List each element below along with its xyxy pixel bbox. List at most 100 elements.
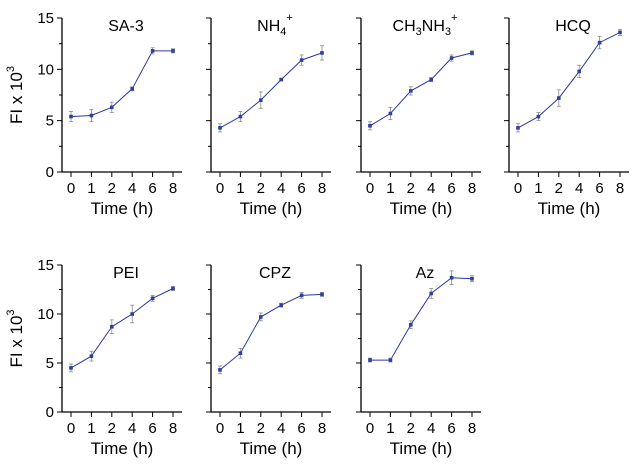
x-axis-label: Time (h) [240, 439, 303, 458]
data-point [238, 114, 243, 119]
x-tick-label: 2 [257, 420, 265, 437]
data-point [218, 126, 222, 130]
panel-title-part: Az [416, 265, 435, 282]
panel-title-part: 3 [416, 26, 422, 38]
data-point [320, 51, 324, 55]
x-tick-label: 6 [447, 180, 455, 197]
data-point [110, 105, 114, 110]
x-tick-label: 2 [257, 180, 265, 197]
x-tick-label: 1 [87, 420, 95, 437]
data-point [130, 312, 134, 316]
y-tick-label: 0 [46, 404, 54, 421]
x-tick-label: 4 [277, 420, 285, 437]
series-line [70, 288, 174, 369]
x-tick-label: 8 [318, 420, 326, 437]
data-point [429, 77, 433, 82]
series-line [219, 52, 323, 129]
data-point [536, 114, 541, 119]
data-point [69, 366, 73, 370]
data-point [130, 87, 134, 91]
data-point [110, 324, 114, 329]
data-point [320, 292, 324, 297]
panel-az: 0 1 2 4 6 8 Time (h) Az [356, 264, 481, 458]
data-point [470, 276, 474, 281]
x-tick-label: 6 [297, 420, 305, 437]
panel-title: NH4+ [257, 12, 293, 38]
x-tick-label: 0 [67, 180, 75, 197]
panel-title-part: PEI [113, 265, 139, 282]
data-point [557, 96, 561, 100]
x-tick-label: 4 [277, 180, 285, 197]
x-tick-label: 1 [87, 180, 95, 197]
panel-title-part: NH [257, 18, 280, 35]
y-tick-label: 5 [46, 355, 54, 372]
x-tick-label: 0 [67, 420, 75, 437]
data-point [388, 111, 393, 116]
x-tick-label: 8 [616, 180, 624, 197]
data-point [368, 358, 372, 362]
x-tick-label: 1 [236, 420, 244, 437]
data-point [89, 113, 94, 118]
data-point [279, 77, 283, 82]
series-line [517, 31, 621, 129]
x-tick-label: 4 [575, 180, 583, 197]
panel-title-part: SA-3 [108, 18, 144, 35]
y-tick-label: 10 [37, 61, 54, 78]
panel-title: CPZ [259, 265, 291, 282]
data-point [429, 291, 433, 296]
data-point [279, 303, 283, 307]
series-line [370, 277, 473, 361]
data-point [577, 69, 581, 74]
panel-title: Az [416, 265, 435, 282]
data-point [409, 89, 413, 93]
y-tick-label: 5 [46, 113, 54, 130]
x-axis-label: Time (h) [240, 199, 303, 218]
data-point [299, 293, 304, 298]
x-axis-label: Time (h) [390, 439, 453, 458]
y-tick-label: 10 [37, 306, 54, 323]
panel-cpz: 0 1 2 4 6 8 Time (h) CPZ [206, 264, 331, 458]
y-tick-label: 0 [46, 164, 54, 181]
y-axis-label: FI x 103 [5, 309, 26, 367]
y-axis-label: FI x 103 [5, 66, 26, 124]
panel-title-part: CPZ [259, 265, 291, 282]
x-axis-label: Time (h) [91, 199, 154, 218]
panel-title: PEI [113, 265, 139, 282]
x-tick-label: 4 [128, 420, 136, 437]
data-point [409, 322, 413, 327]
series-line [219, 293, 323, 371]
data-point [449, 275, 454, 280]
x-axis-label: Time (h) [91, 439, 154, 458]
data-point [259, 315, 263, 319]
data-point [597, 40, 602, 45]
panel-hcq: 0 1 2 4 6 8 Time (h) HCQ [504, 17, 629, 218]
x-tick-label: 6 [148, 420, 156, 437]
panel-title-part: CH [393, 18, 416, 35]
data-point [171, 49, 175, 53]
data-point [618, 30, 622, 35]
panel-title-part: HCQ [555, 18, 591, 35]
data-point [368, 124, 372, 128]
data-point [69, 114, 73, 119]
x-tick-label: 8 [468, 420, 476, 437]
y-tick-label: 15 [37, 10, 54, 27]
x-tick-label: 1 [236, 180, 244, 197]
series-line [369, 52, 473, 127]
x-tick-label: 8 [318, 180, 326, 197]
panel-title: SA-3 [108, 18, 144, 35]
data-point [470, 51, 474, 55]
data-point [150, 296, 155, 301]
panel-title-part: + [286, 12, 292, 24]
data-point [238, 351, 243, 355]
x-tick-label: 4 [128, 180, 136, 197]
x-tick-label: 2 [407, 420, 415, 437]
x-tick-label: 1 [386, 180, 394, 197]
x-tick-label: 1 [386, 420, 394, 437]
x-axis-label: Time (h) [538, 199, 601, 218]
data-point [150, 49, 155, 53]
data-point [259, 98, 263, 102]
